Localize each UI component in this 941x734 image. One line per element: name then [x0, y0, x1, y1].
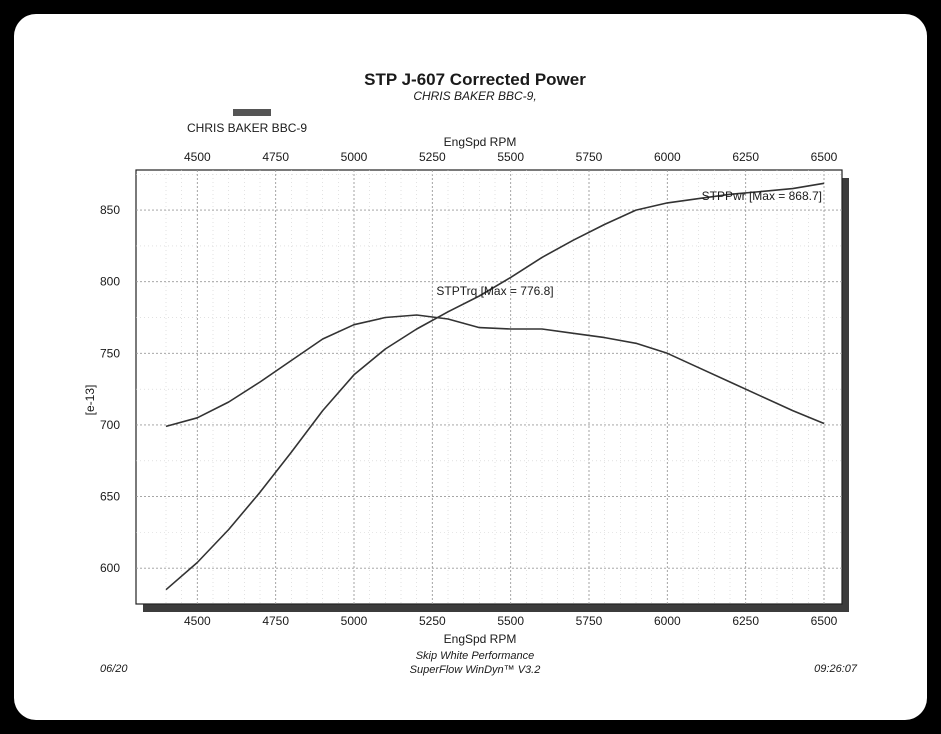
series-lines: [165, 182, 825, 591]
y-axis-label: [e-13]: [83, 385, 97, 416]
x-tick-label-top: 5750: [576, 150, 603, 164]
x-tick-label-top: 5000: [341, 150, 368, 164]
legend-entry: CHRIS BAKER BBC-9: [187, 121, 307, 135]
series-annotations: STPPwr [Max = 868.7] STPTrq [Max = 776.8]: [436, 189, 822, 298]
dyno-sheet: STP J-607 Corrected Power CHRIS BAKER BB…: [14, 14, 927, 720]
x-tick-label-top: 6250: [732, 150, 759, 164]
x-tick-label-top: 4750: [262, 150, 289, 164]
x-tick-label-bottom: 4750: [262, 614, 289, 628]
y-tick-label: 850: [100, 203, 120, 217]
footer-company: Skip White Performance: [416, 650, 535, 662]
x-tick-label-bottom: 6000: [654, 614, 681, 628]
dyno-chart: STP J-607 Corrected Power CHRIS BAKER BB…: [83, 70, 858, 676]
x-tick-label-bottom: 4500: [184, 614, 211, 628]
x-axis-label-top: EngSpd RPM: [444, 135, 517, 149]
x-axis-label-bottom: EngSpd RPM: [444, 632, 517, 646]
chart-subtitle: CHRIS BAKER BBC-9,: [413, 89, 536, 103]
x-tick-label-top: 5250: [419, 150, 446, 164]
y-tick-label: 650: [100, 490, 120, 504]
legend-swatch: [233, 109, 271, 116]
y-tick-label: 750: [100, 346, 120, 360]
x-tick-label-bottom: 5000: [341, 614, 368, 628]
plot-area: [135, 169, 843, 605]
x-tick-label-bottom: 5500: [497, 614, 524, 628]
footer-time: 09:26:07: [814, 663, 858, 675]
y-tick-label: 800: [100, 275, 120, 289]
tick-labels: 4500 4500 4750 4750 5000 5000 5250 5250 5500 5500…: [100, 150, 838, 628]
series-line-stppwr: [165, 182, 825, 591]
y-tick-label: 700: [100, 418, 120, 432]
series-line-stptrq: [165, 314, 825, 428]
x-tick-label-top: 6500: [811, 150, 838, 164]
footer-date: 06/20: [100, 663, 128, 675]
y-tick-label: 600: [100, 561, 120, 575]
x-tick-label-bottom: 5750: [576, 614, 603, 628]
chart-title: STP J-607 Corrected Power: [364, 70, 586, 89]
footer-software: SuperFlow WinDyn™ V3.2: [410, 664, 541, 676]
x-tick-label-bottom: 6250: [732, 614, 759, 628]
x-tick-label-top: 6000: [654, 150, 681, 164]
x-tick-label-top: 4500: [184, 150, 211, 164]
annotation-stppwr: STPPwr [Max = 868.7]: [702, 189, 822, 203]
annotation-stptrq: STPTrq [Max = 776.8]: [436, 284, 553, 298]
x-tick-label-bottom: 6500: [811, 614, 838, 628]
grid: [136, 170, 842, 604]
x-tick-label-bottom: 5250: [419, 614, 446, 628]
x-tick-label-top: 5500: [497, 150, 524, 164]
